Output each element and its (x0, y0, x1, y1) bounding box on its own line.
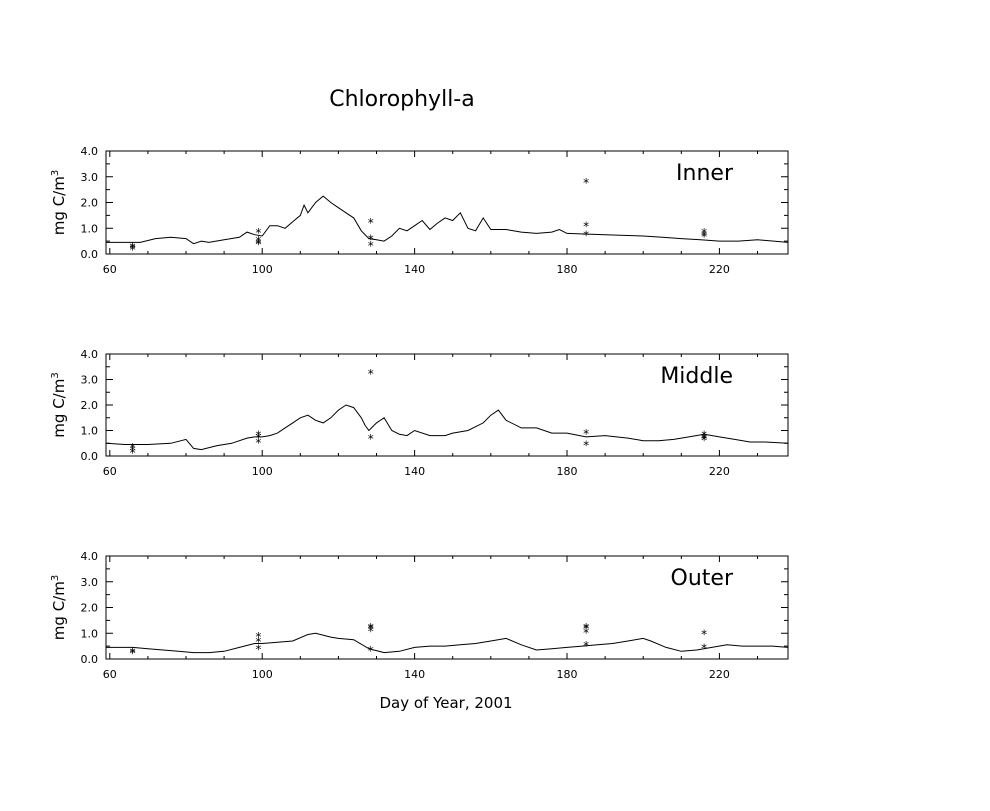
model-line (106, 195, 789, 245)
observation-point: * (255, 226, 261, 240)
observation-point: * (255, 635, 261, 649)
x-tick-label: 180 (557, 263, 578, 276)
chart-title: Chlorophyll-a (329, 87, 474, 112)
observation-point: * (583, 176, 589, 190)
observation-point: * (255, 436, 261, 450)
y-tick-label: 3.0 (81, 171, 99, 184)
observation-point: * (255, 428, 261, 442)
x-tick-label: 140 (404, 263, 425, 276)
observation-point: * (701, 226, 707, 240)
x-tick-label: 140 (404, 668, 425, 681)
y-tick-label: 4.0 (81, 348, 99, 361)
y-tick-label: 2.0 (81, 197, 99, 210)
model-line (106, 632, 789, 654)
x-tick-label: 100 (252, 668, 273, 681)
observation-point: * (130, 441, 136, 455)
observation-point: * (368, 625, 374, 639)
observation-point: * (130, 243, 136, 257)
observation-point: * (583, 229, 589, 243)
y-tick-label: 0.0 (81, 653, 99, 666)
x-tick-label: 100 (252, 263, 273, 276)
panel-label: Middle (660, 364, 733, 389)
y-tick-label: 1.0 (81, 222, 99, 235)
observation-point: * (583, 639, 589, 653)
y-tick-label: 3.0 (81, 576, 99, 589)
observation-point: * (130, 242, 136, 256)
x-axis-title: Day of Year, 2001 (379, 694, 512, 712)
observation-point: * (583, 622, 589, 636)
observation-point: * (701, 432, 707, 446)
observation-point: * (701, 229, 707, 243)
observation-point: * (701, 428, 707, 442)
x-tick-label: 60 (103, 263, 117, 276)
y-tick-label: 2.0 (81, 399, 99, 412)
observation-point: * (583, 626, 589, 640)
panel-label: Inner (676, 161, 734, 186)
y-tick-label: 1.0 (81, 425, 99, 438)
observation-point: * (255, 238, 261, 252)
model-line (105, 404, 789, 451)
panel-inner: 0.0 1.0 2.0 3.0 4.0 60 100 140 180 220 mg C/m3 Inne… (50, 145, 789, 276)
panel-middle: 0.0 1.0 2.0 3.0 4.0 60 100 140 180 220 mg C/m3 Midd… (50, 348, 789, 478)
observation-point: * (130, 240, 136, 254)
y-tick-label: 3.0 (81, 374, 99, 387)
observation-point: * (368, 432, 374, 446)
observation-point: * (583, 439, 589, 453)
y-axis-title: mg C/m3 (50, 170, 68, 235)
x-tick-label: 60 (103, 668, 117, 681)
y-axis-title: mg C/m3 (50, 372, 68, 437)
observation-point: * (701, 627, 707, 641)
observation-point: * (368, 621, 374, 635)
observation-point: * (368, 622, 374, 636)
observation-point: * (701, 641, 707, 655)
panel-label: Outer (671, 566, 734, 591)
y-tick-label: 1.0 (81, 627, 99, 640)
observation-point: * (368, 216, 374, 230)
x-tick-label: 140 (404, 465, 425, 478)
x-tick-label: 220 (709, 668, 730, 681)
y-tick-label: 4.0 (81, 550, 99, 563)
panel-outer: 0.0 1.0 2.0 3.0 4.0 60 100 140 180 220 mg C/m3 Oute… (50, 550, 789, 681)
observation-point: * (583, 220, 589, 234)
panels-layer: 0.0 1.0 2.0 3.0 4.0 60 100 140 180 220 mg C/m3 Inne… (50, 145, 789, 681)
observation-point: * (130, 446, 136, 460)
observation-point: * (701, 433, 707, 447)
x-tick-label: 180 (557, 668, 578, 681)
observation-point: * (368, 233, 374, 247)
observation-point: * (701, 230, 707, 244)
x-tick-label: 100 (252, 465, 273, 478)
observation-point: * (368, 367, 374, 381)
observation-point: * (583, 427, 589, 441)
observation-point: * (255, 234, 261, 248)
observation-point: * (255, 236, 261, 250)
x-tick-label: 220 (709, 465, 730, 478)
x-tick-label: 180 (557, 465, 578, 478)
observation-point: * (130, 444, 136, 458)
y-tick-label: 0.0 (81, 248, 99, 261)
observation-point: * (701, 431, 707, 445)
observation-point: * (368, 644, 374, 658)
observation-point: * (583, 621, 589, 635)
observation-point: * (130, 645, 136, 659)
observation-point: * (255, 630, 261, 644)
observation-point: * (255, 431, 261, 445)
y-tick-label: 4.0 (81, 145, 99, 158)
y-tick-label: 0.0 (81, 450, 99, 463)
y-tick-label: 2.0 (81, 602, 99, 615)
x-tick-label: 60 (103, 465, 117, 478)
observation-point: * (130, 647, 136, 661)
observation-point: * (368, 239, 374, 253)
observation-point: * (255, 643, 261, 657)
x-tick-label: 220 (709, 263, 730, 276)
y-axis-title: mg C/m3 (50, 575, 68, 640)
